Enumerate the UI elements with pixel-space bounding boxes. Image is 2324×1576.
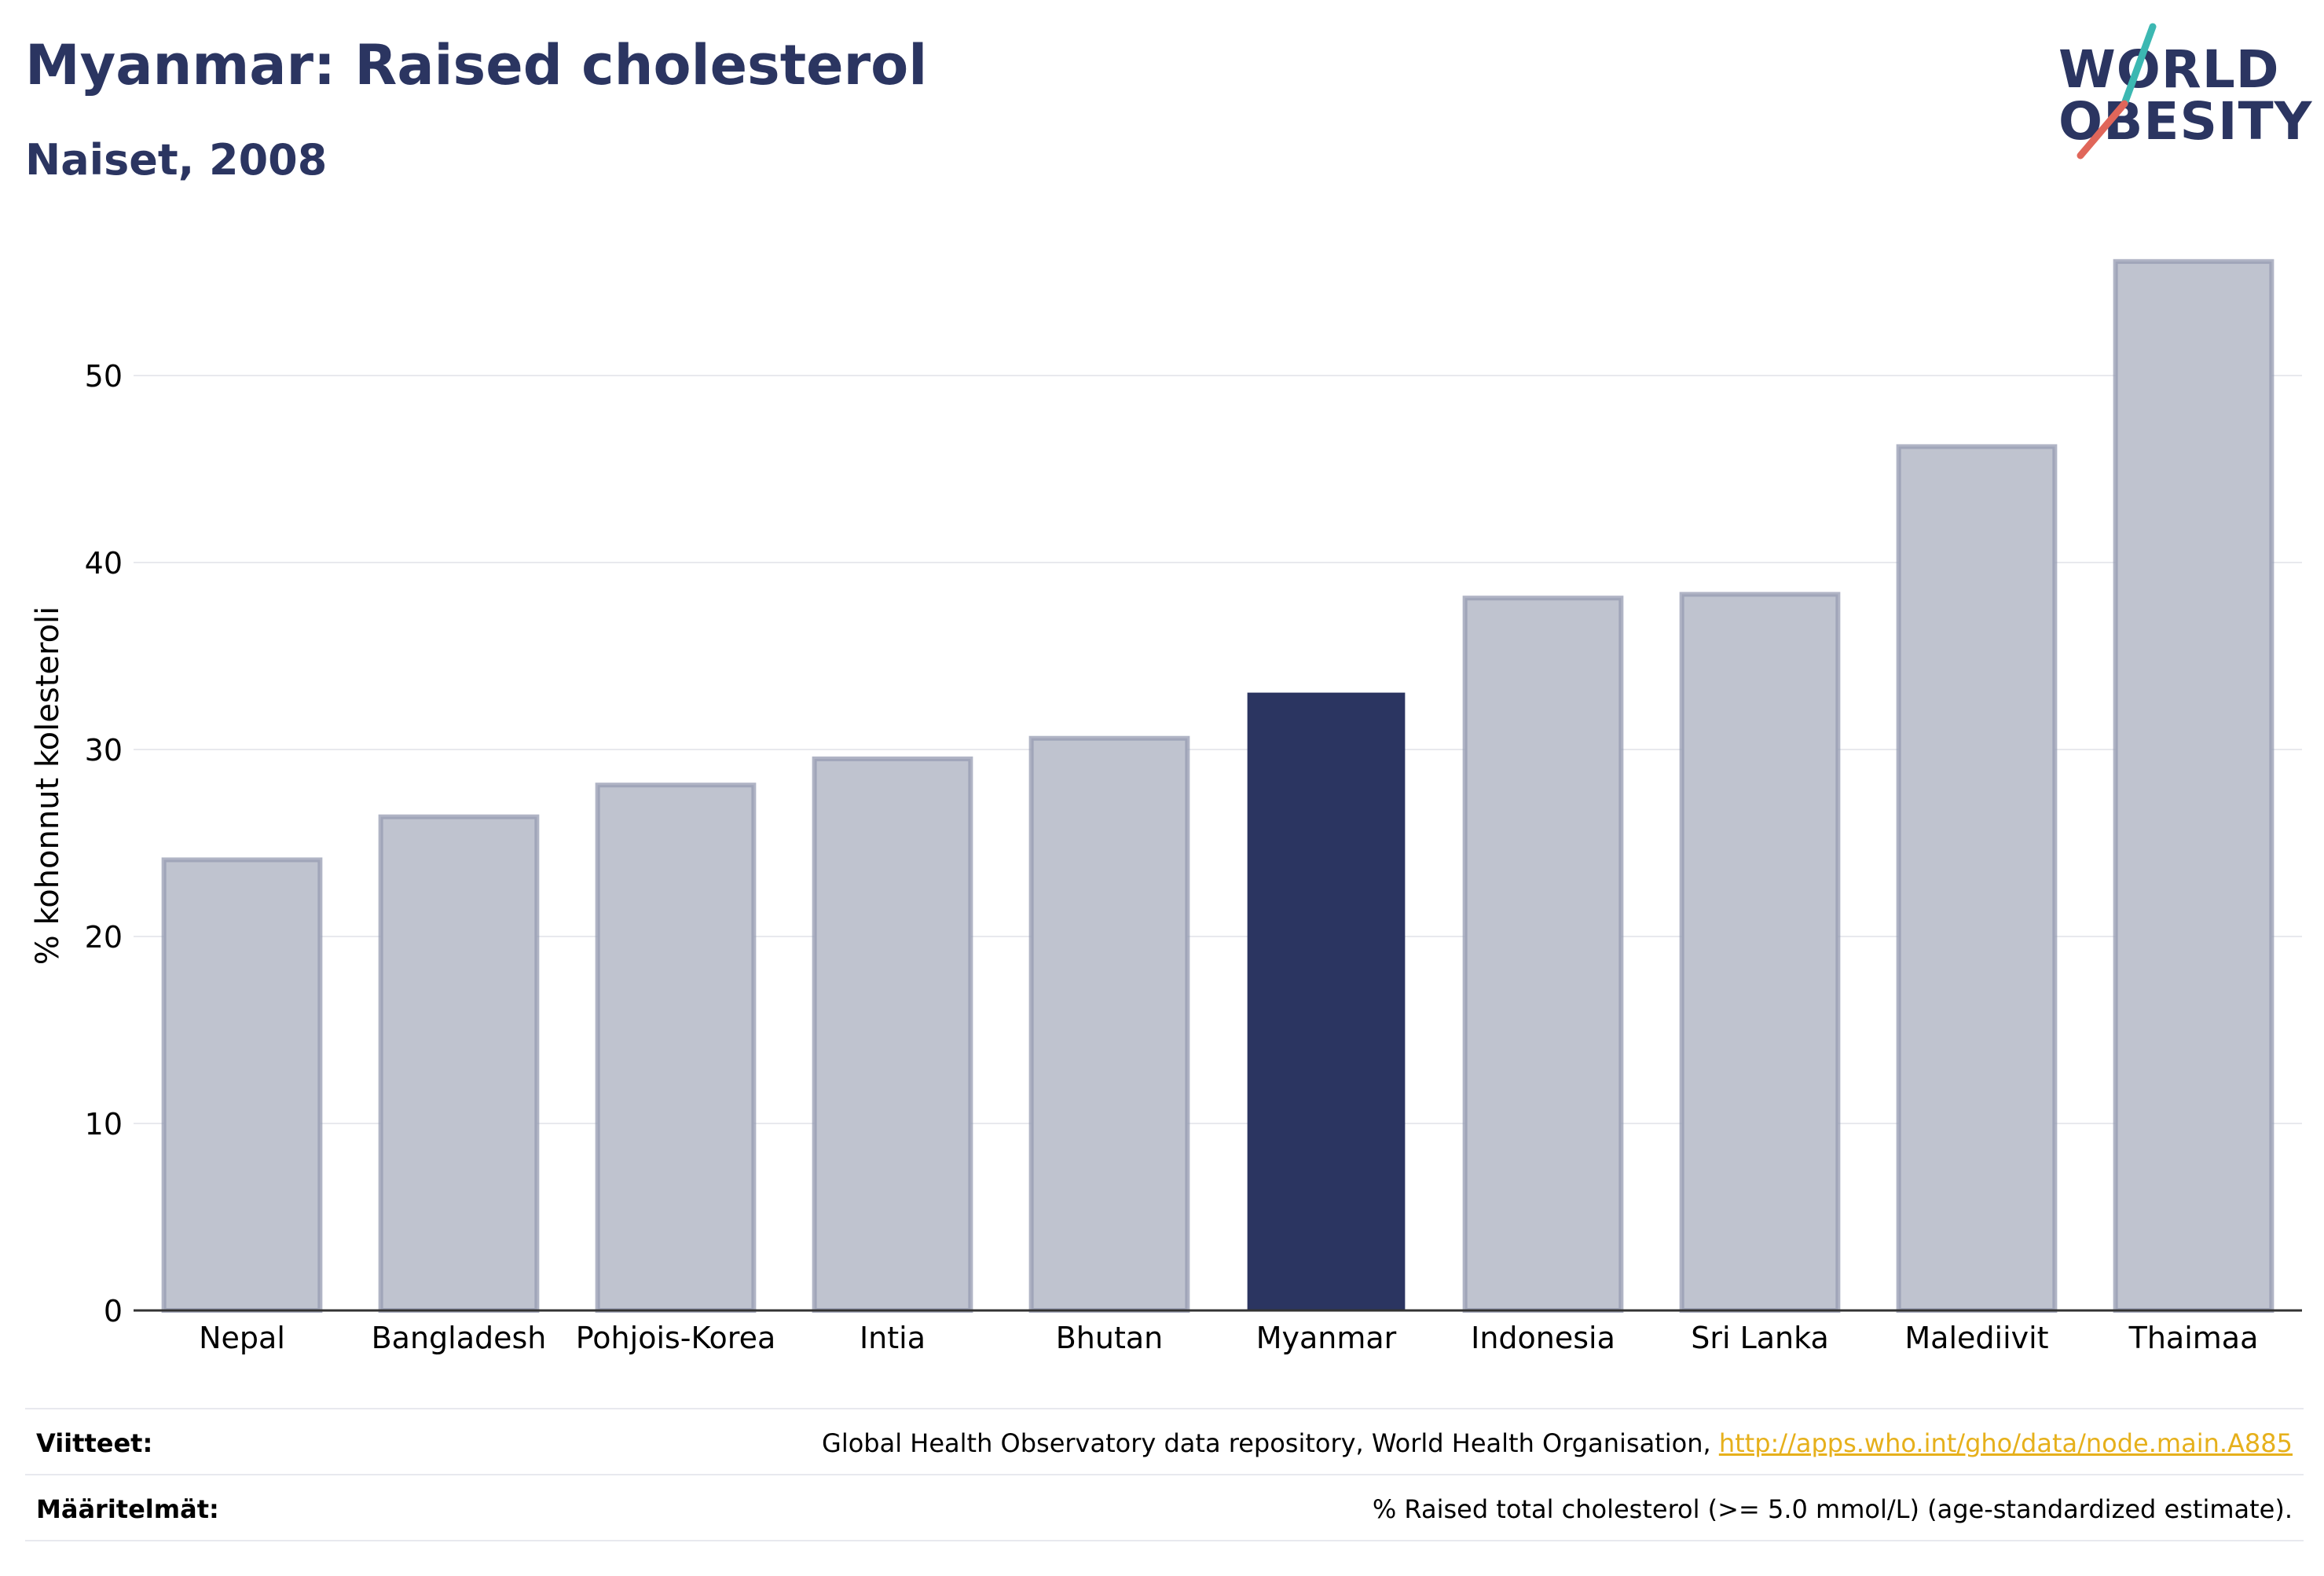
x-tick-label: Bhutan bbox=[1056, 1321, 1164, 1355]
y-tick-label: 30 bbox=[85, 733, 123, 768]
y-tick-labels: 0 10 20 30 40 50 bbox=[85, 359, 123, 1329]
definitions-label: Määritelmät: bbox=[36, 1494, 219, 1524]
logo-slash-icon bbox=[2077, 23, 2157, 159]
x-tick-label: Pohjois-Korea bbox=[576, 1321, 776, 1355]
bar-chart: 0 10 20 30 40 50 Nepal Bangladesh Pohjois-Korea… bbox=[30, 258, 2302, 1355]
bar bbox=[378, 814, 540, 1314]
y-tick-label: 20 bbox=[85, 920, 123, 955]
x-tick-label: Nepal bbox=[199, 1321, 285, 1355]
sources-text: Global Health Observatory data repositor… bbox=[822, 1428, 1719, 1458]
logo-text-world: WORLD bbox=[2058, 39, 2280, 100]
y-axis-label: % kohonnut kolesteroli bbox=[30, 607, 66, 966]
bar bbox=[2113, 258, 2275, 1314]
y-tick-label: 10 bbox=[85, 1107, 123, 1142]
x-tick-label: Malediivit bbox=[1904, 1321, 2048, 1355]
sources-value: Global Health Observatory data repositor… bbox=[822, 1428, 2293, 1458]
definitions-row: Määritelmät: % Raised total cholesterol … bbox=[25, 1474, 2304, 1540]
x-tick-label: Bangladesh bbox=[372, 1321, 547, 1355]
footer-divider bbox=[25, 1540, 2304, 1541]
y-tick-label: 0 bbox=[104, 1294, 123, 1329]
bar bbox=[595, 783, 757, 1313]
bar bbox=[1679, 592, 1841, 1313]
bar bbox=[161, 857, 323, 1314]
x-tick-label: Thaimaa bbox=[2128, 1321, 2259, 1355]
bar bbox=[1028, 735, 1190, 1313]
chart-title: Myanmar: Raised cholesterol bbox=[25, 33, 928, 97]
x-tick-labels: Nepal Bangladesh Pohjois-Korea Intia Bhutan M… bbox=[199, 1321, 2258, 1355]
bar bbox=[812, 756, 973, 1313]
x-tick-label: Indonesia bbox=[1471, 1321, 1615, 1355]
x-tick-label: Sri Lanka bbox=[1691, 1321, 1829, 1355]
world-obesity-logo[interactable]: WORLD OBESITY bbox=[2043, 16, 2313, 173]
x-tick-label: Intia bbox=[860, 1321, 926, 1355]
x-tick-label: Myanmar bbox=[1256, 1321, 1397, 1355]
y-tick-label: 50 bbox=[85, 359, 123, 394]
bar bbox=[1462, 596, 1624, 1313]
bars bbox=[161, 258, 2275, 1314]
sources-label: Viitteet: bbox=[36, 1428, 153, 1458]
logo-text-obesity: OBESITY bbox=[2058, 91, 2313, 152]
bar-highlighted bbox=[1247, 692, 1406, 1311]
chart-subtitle: Naiset, 2008 bbox=[25, 135, 328, 185]
y-tick-label: 40 bbox=[85, 546, 123, 581]
definitions-value: % Raised total cholesterol (>= 5.0 mmol/… bbox=[1372, 1494, 2293, 1524]
sources-row: Viitteet: Global Health Observatory data… bbox=[25, 1408, 2304, 1474]
sources-link[interactable]: http://apps.who.int/gho/data/node.main.A… bbox=[1718, 1428, 2293, 1458]
bar bbox=[1896, 444, 2058, 1314]
